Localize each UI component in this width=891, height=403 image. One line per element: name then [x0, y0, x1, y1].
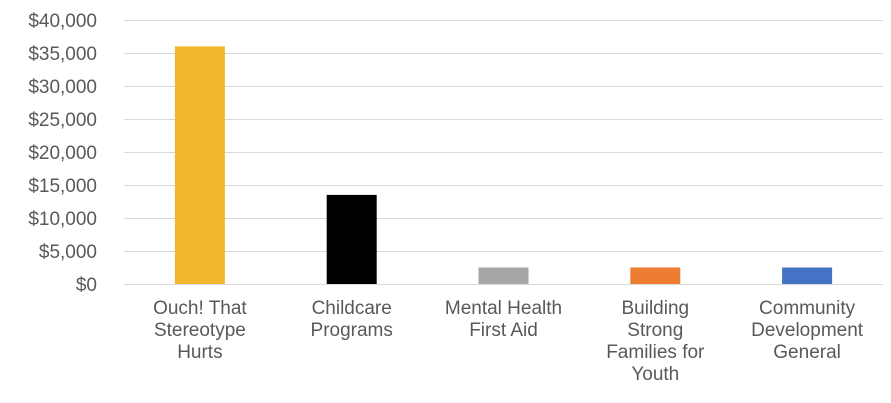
gridlines: [124, 20, 883, 285]
x-tick-label-line: Stereotype: [154, 320, 246, 341]
y-tick-label: $40,000: [28, 11, 97, 32]
x-tick-label-line: Programs: [311, 320, 393, 341]
x-tick-label: Childcare Programs: [311, 298, 393, 341]
x-tick-label-line: First Aid: [469, 320, 538, 341]
x-tick-label: Ouch! That Stereotype Hurts: [153, 298, 247, 363]
bar: [174, 46, 225, 285]
y-tick-label: $30,000: [28, 77, 97, 98]
y-tick-label: $35,000: [28, 44, 97, 65]
x-tick-label-line: General: [773, 342, 841, 363]
bar: [326, 194, 377, 284]
y-tick-label: $0: [76, 275, 97, 296]
y-tick-label: $15,000: [28, 176, 97, 197]
x-tick-label-line: Strong: [627, 320, 683, 341]
bar: [782, 267, 833, 284]
x-axis-labels: Ouch! That Stereotype Hurts Childcare Progra…: [153, 298, 864, 385]
x-tick-label-line: Building: [621, 298, 689, 319]
x-tick-label-line: Ouch! That: [153, 298, 247, 319]
x-tick-label-line: Hurts: [177, 342, 222, 363]
y-tick-label: $10,000: [28, 209, 97, 230]
bar: [478, 267, 529, 284]
x-tick-label-line: Mental Health: [445, 298, 562, 319]
x-tick-label: Community Development General: [751, 298, 864, 363]
y-tick-label: $25,000: [28, 110, 97, 131]
y-axis-ticks: $0 $5,000 $10,000 $15,000 $20,000 $25,000 $30,…: [28, 11, 97, 296]
x-tick-label: Mental Health First Aid: [445, 298, 562, 341]
x-tick-label-line: Youth: [631, 364, 679, 385]
bar: [630, 267, 681, 284]
y-tick-label: $20,000: [28, 143, 97, 164]
x-tick-label-line: Development: [751, 320, 864, 341]
x-tick-label: Building Strong Families for Youth: [606, 298, 705, 385]
x-tick-label-line: Families for: [606, 342, 705, 363]
x-tick-label-line: Childcare: [312, 298, 392, 319]
x-tick-label-line: Community: [759, 298, 856, 319]
y-tick-label: $5,000: [39, 242, 97, 263]
bars: [174, 46, 833, 285]
